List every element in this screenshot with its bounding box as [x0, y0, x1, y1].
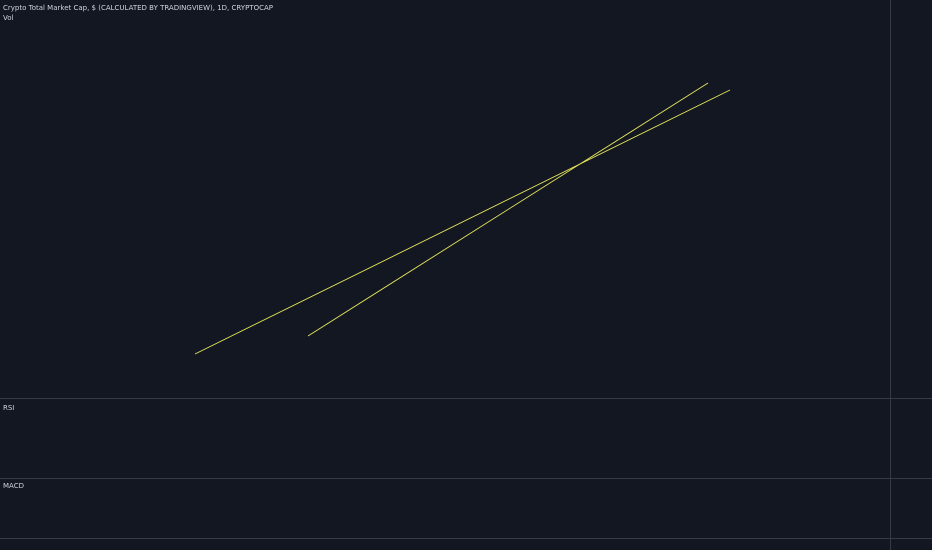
macd-title: MACD — [3, 482, 24, 490]
chart-title: Crypto Total Market Cap, $ (CALCULATED B… — [3, 4, 273, 12]
trend-line[interactable] — [194, 89, 731, 355]
rsi-title: RSI — [3, 404, 14, 412]
trend-line[interactable] — [307, 82, 709, 337]
volume-title: Vol — [3, 14, 14, 22]
